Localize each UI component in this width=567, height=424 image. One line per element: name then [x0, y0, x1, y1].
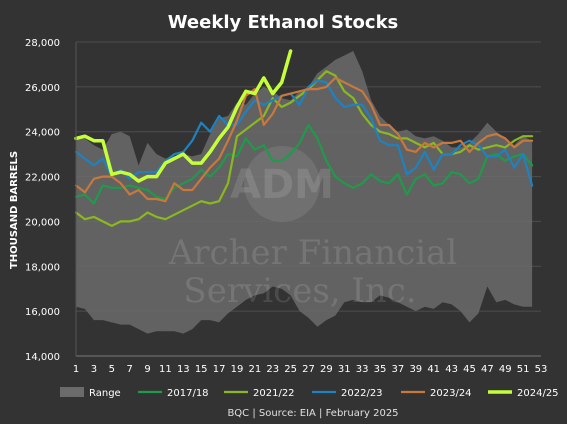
x-tick-label-23: 23 [266, 364, 279, 375]
range-area [76, 51, 533, 334]
x-tick-label-15: 15 [195, 364, 208, 375]
x-tick-label-37: 37 [392, 364, 405, 375]
adm-logo-mark [244, 146, 320, 222]
x-tick-label-39: 39 [409, 364, 422, 375]
y-tick-label-24000: 24,000 [25, 128, 60, 139]
x-tick-label-19: 19 [231, 364, 244, 375]
range-area-layer [76, 51, 533, 334]
axes: 14,000 16,000 18,000 20,000 22,000 24,000 26,0… [25, 38, 547, 375]
series-line-2023-24 [74, 76, 534, 203]
y-tick-label-18000: 18,000 [25, 262, 60, 273]
legend-label-2024-25: 2024/25 [517, 388, 559, 399]
x-tick-label-41: 41 [427, 364, 440, 375]
x-tick-label-51: 51 [517, 364, 530, 375]
x-tick-label-47: 47 [481, 364, 494, 375]
x-tick-label-33: 33 [356, 364, 369, 375]
x-tick-label-11: 11 [159, 364, 172, 375]
chart-title: Weekly Ethanol Stocks [168, 12, 399, 33]
x-tick-label-45: 45 [463, 364, 476, 375]
y-tick-label-20000: 20,000 [25, 217, 60, 228]
y-tick-label-16000: 16,000 [25, 307, 60, 318]
x-tick-label-1: 1 [73, 364, 79, 375]
x-tick-label-53: 53 [535, 364, 548, 375]
legend-label-2023-24: 2023/24 [430, 388, 472, 399]
x-tick-label-31: 31 [338, 364, 351, 375]
x-tick-label-27: 27 [302, 364, 315, 375]
watermark-line-2: Services, Inc. [183, 271, 416, 311]
legend-label-range: Range [89, 388, 121, 399]
watermark-logo-text: ADM [230, 162, 334, 208]
legend-label-2017-18: 2017/18 [167, 388, 209, 399]
series-line-2024-25 [74, 49, 293, 183]
x-tick-label-17: 17 [213, 364, 226, 375]
y-axis-label: THOUSAND BARRELS [9, 151, 20, 269]
y-tick-label-26000: 26,000 [25, 83, 60, 94]
x-tick-label-13: 13 [177, 364, 190, 375]
x-tick-label-5: 5 [109, 364, 115, 375]
x-tick-label-21: 21 [248, 364, 261, 375]
series-line-2021-22 [74, 70, 534, 227]
x-tick-label-3: 3 [91, 364, 97, 375]
y-tick-label-28000: 28,000 [25, 38, 60, 49]
x-tick-label-29: 29 [320, 364, 333, 375]
x-tick-label-49: 49 [499, 364, 512, 375]
y-tick-label-22000: 22,000 [25, 173, 60, 184]
series-line-2017-18 [74, 123, 534, 205]
legend-label-2021-22: 2021/22 [253, 388, 295, 399]
legend: Range 2017/18 2021/22 2022/23 2023/24 2024/25 [60, 387, 559, 399]
y-tick-label-14000: 14,000 [25, 352, 60, 363]
x-tick-label-35: 35 [374, 364, 387, 375]
watermark-line-1: Archer Financial [168, 233, 458, 273]
series-line-2022-23 [74, 78, 534, 187]
x-tick-label-9: 9 [144, 364, 150, 375]
x-tick-label-7: 7 [126, 364, 132, 375]
legend-label-2022-23: 2022/23 [341, 388, 383, 399]
legend-swatch-range [60, 387, 84, 397]
watermark: ADM Archer Financial Services, Inc. [168, 146, 458, 311]
x-tick-label-25: 25 [284, 364, 297, 375]
x-tick-label-43: 43 [445, 364, 458, 375]
source-note: BQC | Source: EIA | February 2025 [227, 408, 398, 419]
series-lines [74, 49, 534, 227]
